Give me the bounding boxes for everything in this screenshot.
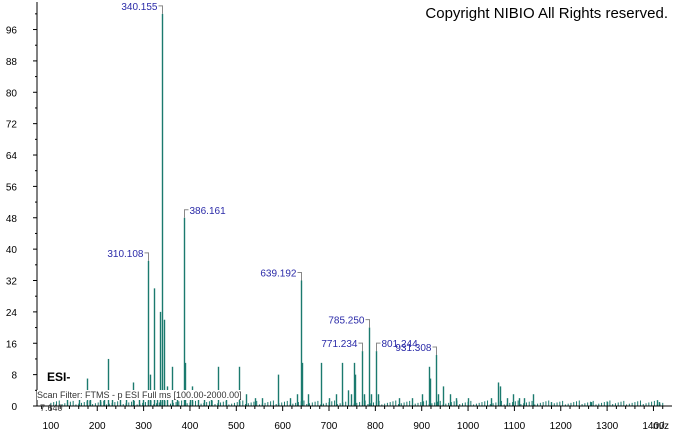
- y-tick-label: 88: [6, 57, 18, 68]
- peak-leader-line: [358, 342, 363, 352]
- x-tick-label: 1000: [457, 421, 480, 432]
- y-tick-label: 32: [6, 277, 18, 288]
- x-tick-label: 1300: [596, 421, 619, 432]
- peak-label: 386.161: [190, 206, 227, 217]
- spectrum-peaks: [50, 13, 664, 406]
- peak-leader-line: [184, 209, 189, 218]
- peak-leader-line: [158, 5, 163, 14]
- x-tick-label: 600: [274, 421, 291, 432]
- x-tick-label: 1400: [642, 421, 665, 432]
- peak-leader-line: [144, 252, 149, 261]
- x-tick-label: 900: [413, 421, 430, 432]
- peak-label: 931.308: [395, 343, 432, 354]
- x-tick-label: 300: [135, 421, 152, 432]
- y-tick-label: 48: [6, 214, 18, 225]
- y-tick-label: 24: [6, 308, 18, 319]
- peak-label: 310.108: [107, 249, 144, 260]
- x-axis-ticks: 100 200 300 400 500 600 700 800 900 1000 1100 1200 1…: [41, 406, 665, 432]
- peak-leader-line: [297, 272, 302, 281]
- peak-annotations: 340.155 386.161 310.108 639.192 785.250 771.2…: [107, 2, 437, 356]
- copyright-notice: Copyright NIBIO All Rights reserved.: [425, 5, 668, 22]
- x-tick-label: 1200: [550, 421, 573, 432]
- y-tick-label: 0: [11, 402, 17, 413]
- y-tick-label: 40: [6, 245, 18, 256]
- y-tick-label: 72: [6, 120, 18, 131]
- peak-label: 785.250: [328, 316, 365, 327]
- x-tick-label: 500: [228, 421, 245, 432]
- y-tick-label: 8: [11, 371, 17, 382]
- x-tick-label: 700: [321, 421, 338, 432]
- y-tick-label: 16: [6, 339, 18, 350]
- peak-leader-line: [432, 346, 437, 356]
- y-tick-label: 80: [6, 88, 18, 99]
- x-tick-label: 1100: [504, 421, 526, 432]
- retention-time-label: 7.640: [40, 403, 63, 413]
- ionization-mode-label: ESI-: [47, 370, 71, 384]
- x-tick-label: 200: [89, 421, 106, 432]
- peak-label: 639.192: [260, 269, 297, 280]
- x-tick-label: 400: [182, 421, 199, 432]
- x-tick-label: 100: [43, 421, 60, 432]
- y-axis-ticks: 0 8 16 24 32 40 48 56 64 72 80 88 96: [6, 13, 37, 413]
- peak-leader-line: [365, 319, 370, 328]
- scan-filter-text: Scan Filter: FTMS - p ESI Full ms [100.0…: [37, 390, 242, 400]
- y-tick-label: 56: [6, 182, 18, 193]
- y-tick-label: 64: [6, 151, 18, 162]
- x-tick-label: 800: [367, 421, 384, 432]
- x-axis-label: m/z: [653, 421, 669, 432]
- y-tick-label: 96: [6, 26, 18, 37]
- peak-leader-line: [376, 342, 381, 352]
- peak-label: 801.244: [382, 339, 419, 350]
- peak-label: 771.234: [321, 339, 358, 350]
- peak-label: 340.155: [121, 2, 158, 13]
